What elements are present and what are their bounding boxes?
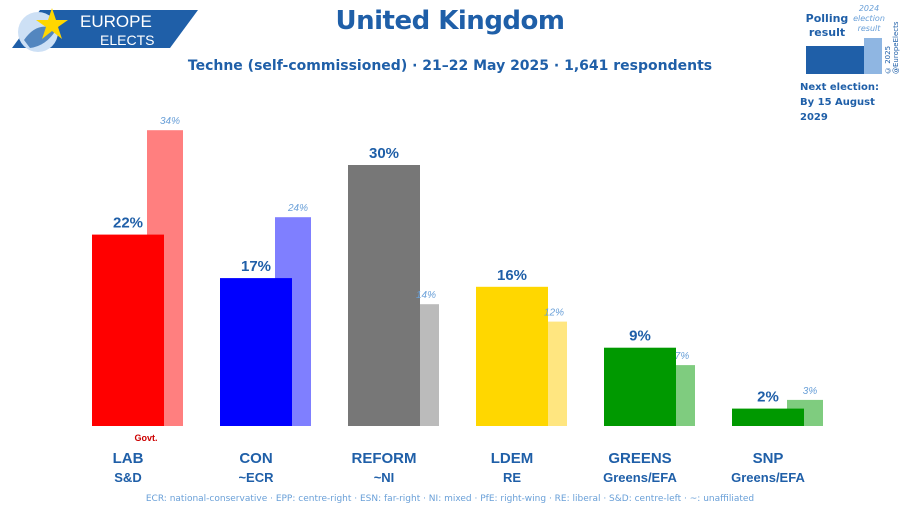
government-annotation: Govt.: [134, 433, 157, 443]
polling-bar-ldem: [476, 286, 548, 426]
value-label-lab: 22%: [113, 215, 143, 232]
previous-label-lab: 34%: [160, 116, 180, 127]
legend-previous-label: 2024 election result: [853, 4, 885, 33]
group-label-snp: Greens/EFA: [731, 470, 805, 485]
polling-bar-reform: [348, 165, 420, 426]
category-label-ldem: LDEM: [491, 450, 534, 467]
logo-banner: [12, 10, 198, 48]
chart-subtitle: Techne (self-commissioned) · 21–22 May 2…: [187, 58, 713, 74]
polling-bar-snp: [732, 408, 804, 426]
logo-text-elects: ELECTS: [100, 32, 154, 48]
value-label-greens: 9%: [629, 328, 651, 345]
category-label-lab: LAB: [113, 450, 144, 467]
category-label-con: CON: [239, 450, 272, 467]
next-election: Next election: By 15 August 2029: [800, 80, 900, 125]
legend: Polling result 2024 election result © 20…: [796, 4, 900, 114]
europe-elects-logo: EUROPE ELECTS: [12, 8, 198, 52]
logo-text-europe: EUROPE: [80, 12, 152, 31]
footer-legend: ECR: national-conservative · EPP: centre…: [145, 494, 755, 504]
previous-label-greens: 7%: [675, 351, 690, 362]
value-label-reform: 30%: [369, 145, 399, 162]
legend-polling-swatch: [806, 46, 864, 74]
value-label-ldem: 16%: [497, 267, 527, 284]
group-label-greens: Greens/EFA: [603, 470, 677, 485]
value-label-snp: 2%: [757, 389, 779, 406]
category-label-greens: GREENS: [608, 450, 671, 467]
previous-label-ldem: 12%: [544, 308, 564, 319]
star-icon: [36, 8, 68, 39]
chart-title: United Kingdom: [335, 6, 565, 36]
polling-bar-lab: [92, 234, 164, 426]
next-election-label: Next election:: [800, 82, 879, 93]
group-label-ldem: RE: [503, 470, 521, 485]
polling-bar-con: [220, 278, 292, 426]
previous-label-reform: 14%: [416, 290, 436, 301]
legend-previous-swatch: [864, 38, 882, 74]
category-label-reform: REFORM: [352, 450, 417, 467]
group-label-lab: S&D: [114, 470, 141, 485]
value-label-con: 17%: [241, 258, 271, 275]
polling-bar-greens: [604, 347, 676, 426]
next-election-date: By 15 August 2029: [800, 97, 875, 123]
group-label-con: ~ECR: [238, 470, 274, 485]
previous-label-con: 24%: [287, 203, 308, 214]
previous-label-snp: 3%: [803, 386, 818, 397]
legend-polling-label: Polling result: [805, 12, 849, 39]
group-label-reform: ~NI: [374, 470, 395, 485]
category-label-snp: SNP: [753, 450, 784, 467]
